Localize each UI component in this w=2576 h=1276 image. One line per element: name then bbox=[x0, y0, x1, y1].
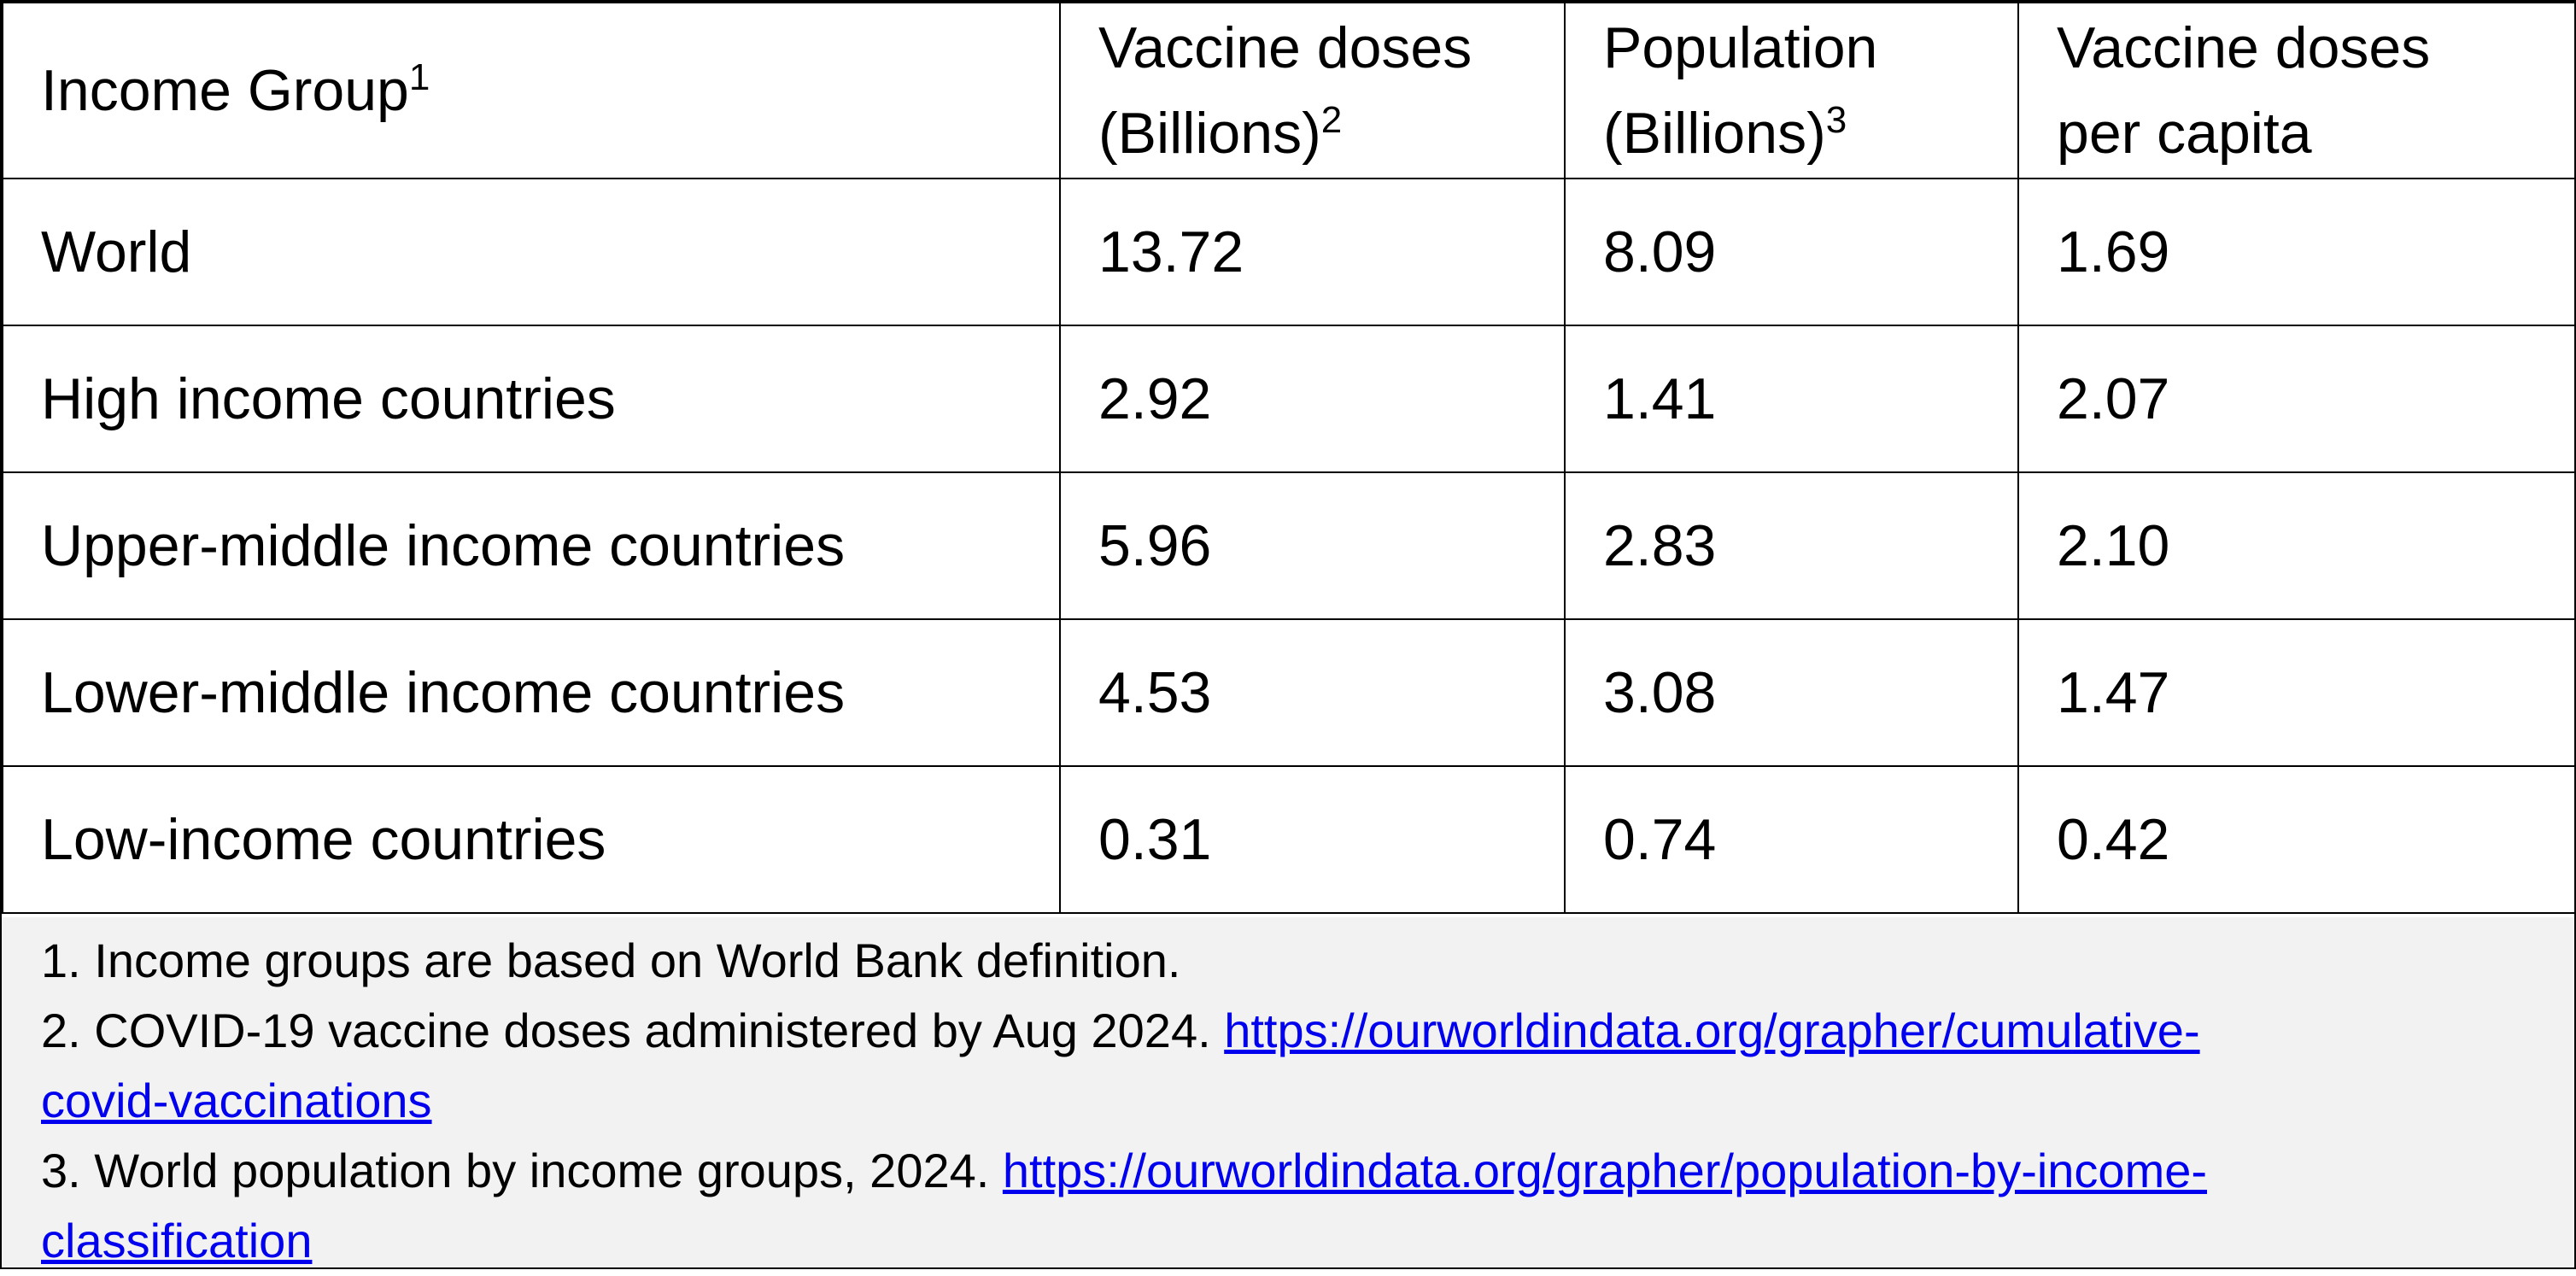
cell-population: 2.83 bbox=[1564, 471, 2019, 620]
cell-population: 3.08 bbox=[1564, 618, 2019, 767]
table-row: Upper-middle income countries 5.96 2.83 … bbox=[2, 471, 2576, 620]
table-row: Lower-middle income countries 4.53 3.08 … bbox=[2, 618, 2576, 767]
table-row: High income countries 2.92 1.41 2.07 bbox=[2, 325, 2576, 473]
cell-doses-per-capita: 2.10 bbox=[2017, 471, 2576, 620]
footnotes-panel: 1. Income groups are based on World Bank… bbox=[2, 917, 2574, 1267]
table-row: World 13.72 8.09 1.69 bbox=[2, 178, 2576, 326]
footnote-3-text: 3. World population by income groups, 20… bbox=[41, 1144, 1003, 1197]
footnote-ref-3: 3 bbox=[1825, 99, 1847, 141]
population-source-link[interactable]: https://ourworldindata.org/grapher/popul… bbox=[41, 1144, 2208, 1267]
cell-income-group: Low-income countries bbox=[2, 765, 1061, 914]
cell-doses-per-capita: 2.07 bbox=[2017, 325, 2576, 473]
vaccinations-source-link[interactable]: https://ourworldindata.org/grapher/cumul… bbox=[41, 1004, 2200, 1127]
cell-vaccine-doses: 0.31 bbox=[1059, 765, 1566, 914]
cell-income-group: World bbox=[2, 178, 1061, 326]
footnote-3: 3. World population by income groups, 20… bbox=[41, 1136, 2537, 1276]
footnote-2-text: 2. COVID-19 vaccine doses administered b… bbox=[41, 1004, 1225, 1057]
cell-doses-per-capita: 1.47 bbox=[2017, 618, 2576, 767]
header-doses-per-capita: Vaccine doses per capita bbox=[2017, 2, 2576, 179]
cell-doses-per-capita: 1.69 bbox=[2017, 178, 2576, 326]
header-income-group: Income Group1 bbox=[2, 2, 1061, 179]
table-row: Low-income countries 0.31 0.74 0.42 bbox=[2, 765, 2576, 914]
header-vaccine-doses: Vaccine doses (Billions)2 bbox=[1059, 2, 1566, 179]
footnote-2: 2. COVID-19 vaccine doses administered b… bbox=[41, 996, 2537, 1136]
cell-vaccine-doses: 13.72 bbox=[1059, 178, 1566, 326]
header-population: Population (Billions)3 bbox=[1564, 2, 2019, 179]
cell-population: 1.41 bbox=[1564, 325, 2019, 473]
cell-doses-per-capita: 0.42 bbox=[2017, 765, 2576, 914]
cell-vaccine-doses: 4.53 bbox=[1059, 618, 1566, 767]
cell-vaccine-doses: 5.96 bbox=[1059, 471, 1566, 620]
footnote-ref-2: 2 bbox=[1320, 99, 1343, 141]
cell-population: 0.74 bbox=[1564, 765, 2019, 914]
footnote-1: 1. Income groups are based on World Bank… bbox=[41, 934, 1181, 987]
cell-vaccine-doses: 2.92 bbox=[1059, 325, 1566, 473]
vaccine-table: Income Group1 Vaccine doses (Billions)2 P… bbox=[2, 2, 2576, 914]
header-row: Income Group1 Vaccine doses (Billions)2 P… bbox=[2, 2, 2576, 179]
cell-income-group: High income countries bbox=[2, 325, 1061, 473]
cell-population: 8.09 bbox=[1564, 178, 2019, 326]
footnote-ref-1: 1 bbox=[408, 56, 430, 98]
cell-income-group: Lower-middle income countries bbox=[2, 618, 1061, 767]
cell-income-group: Upper-middle income countries bbox=[2, 471, 1061, 620]
